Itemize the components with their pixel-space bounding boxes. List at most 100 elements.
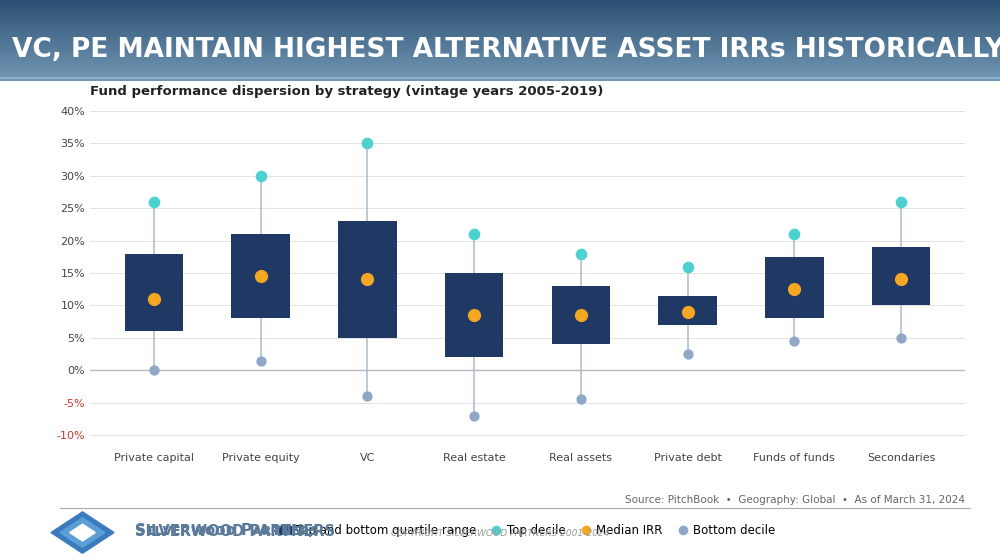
Bar xyxy=(0,7,1000,8)
Point xyxy=(146,295,162,304)
Bar xyxy=(0,18,1000,19)
Point xyxy=(466,311,482,320)
Bar xyxy=(0,58,1000,59)
Polygon shape xyxy=(70,524,95,541)
Bar xyxy=(0,66,1000,67)
Bar xyxy=(0,4,1000,6)
Polygon shape xyxy=(51,512,114,553)
Bar xyxy=(0,33,1000,34)
Bar xyxy=(0,20,1000,21)
Bar xyxy=(0,19,1000,20)
Point xyxy=(893,197,909,206)
Bar xyxy=(338,221,397,338)
Bar xyxy=(0,34,1000,35)
Bar xyxy=(0,23,1000,24)
Point xyxy=(253,356,269,365)
Bar xyxy=(0,77,1000,78)
Bar xyxy=(0,65,1000,66)
Point xyxy=(146,197,162,206)
Bar xyxy=(0,12,1000,13)
Bar xyxy=(0,45,1000,46)
Point xyxy=(893,275,909,284)
Point xyxy=(680,307,696,316)
Point xyxy=(359,275,375,284)
Point xyxy=(359,391,375,400)
Point xyxy=(573,395,589,404)
Bar xyxy=(658,296,717,325)
Bar xyxy=(0,24,1000,25)
Polygon shape xyxy=(60,518,105,547)
Bar xyxy=(0,56,1000,57)
Bar xyxy=(0,51,1000,52)
Bar xyxy=(0,32,1000,33)
Point xyxy=(680,349,696,358)
Text: SILVERWOOD PARTNERS: SILVERWOOD PARTNERS xyxy=(135,525,335,539)
Bar xyxy=(0,79,1000,80)
Bar xyxy=(0,80,1000,81)
Bar xyxy=(0,28,1000,29)
Bar xyxy=(0,63,1000,64)
Bar xyxy=(0,54,1000,55)
Point xyxy=(466,230,482,239)
Bar xyxy=(0,55,1000,56)
Bar xyxy=(0,60,1000,61)
Bar xyxy=(0,35,1000,36)
Bar xyxy=(0,73,1000,74)
Bar xyxy=(0,21,1000,22)
Bar xyxy=(0,44,1000,45)
Bar xyxy=(0,52,1000,53)
Bar xyxy=(0,15,1000,16)
Bar xyxy=(231,234,290,319)
Bar xyxy=(0,0,1000,1)
Bar xyxy=(0,72,1000,73)
Text: Fund performance dispersion by strategy (vintage years 2005-2019): Fund performance dispersion by strategy … xyxy=(90,85,603,98)
Bar xyxy=(445,273,503,357)
Bar xyxy=(0,10,1000,11)
Bar xyxy=(872,247,930,305)
Bar xyxy=(0,43,1000,44)
Bar xyxy=(0,27,1000,28)
Bar xyxy=(0,13,1000,14)
Bar xyxy=(0,16,1000,17)
Bar xyxy=(765,257,824,319)
Point xyxy=(573,249,589,258)
Point xyxy=(786,230,802,239)
Bar xyxy=(0,2,1000,3)
Bar xyxy=(125,254,183,332)
Bar xyxy=(0,36,1000,37)
Bar xyxy=(0,9,1000,10)
Legend: Top and bottom quartile range, Top decile, Median IRR, Bottom decile: Top and bottom quartile range, Top decil… xyxy=(275,520,780,542)
Point xyxy=(466,411,482,420)
Bar xyxy=(0,67,1000,68)
Bar xyxy=(0,37,1000,38)
Bar xyxy=(0,50,1000,51)
Bar xyxy=(0,31,1000,32)
Bar xyxy=(0,49,1000,50)
Point xyxy=(893,333,909,342)
Bar xyxy=(0,1,1000,2)
Bar xyxy=(0,25,1000,26)
Bar xyxy=(0,14,1000,15)
Bar xyxy=(0,26,1000,27)
Text: Source: PitchBook  •  Geography: Global  •  As of March 31, 2024: Source: PitchBook • Geography: Global • … xyxy=(625,494,965,505)
Bar xyxy=(0,29,1000,30)
Point xyxy=(680,262,696,271)
Point xyxy=(146,366,162,375)
Bar xyxy=(0,42,1000,43)
Bar xyxy=(552,286,610,344)
Bar xyxy=(0,6,1000,7)
Bar xyxy=(0,75,1000,76)
Bar xyxy=(0,57,1000,58)
Bar xyxy=(0,8,1000,9)
Bar xyxy=(0,30,1000,31)
Bar xyxy=(0,76,1000,77)
Bar xyxy=(0,17,1000,18)
Bar xyxy=(0,38,1000,39)
Bar xyxy=(0,39,1000,40)
Text: VC, PE MAINTAIN HIGHEST ALTERNATIVE ASSET IRRs HISTORICALLY: VC, PE MAINTAIN HIGHEST ALTERNATIVE ASSE… xyxy=(12,38,1000,63)
Bar xyxy=(0,3,1000,4)
Bar xyxy=(0,59,1000,60)
Bar xyxy=(0,22,1000,23)
Bar xyxy=(0,62,1000,63)
Bar xyxy=(0,78,1000,79)
